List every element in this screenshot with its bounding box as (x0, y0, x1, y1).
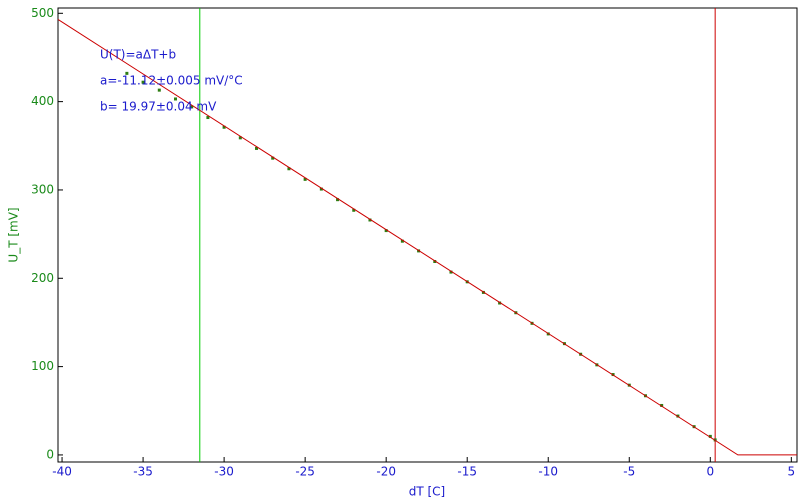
x-tick-label: -35 (133, 465, 153, 479)
data-point (498, 301, 502, 305)
x-tick-label: 0 (706, 465, 714, 479)
y-tick-label: 300 (31, 182, 54, 196)
data-point (222, 125, 226, 129)
x-tick-label: -20 (376, 465, 396, 479)
data-point (141, 80, 145, 84)
fit-annotation: a=-11.12±0.005 mV/°C (100, 74, 243, 88)
y-tick-label: 0 (46, 447, 54, 461)
data-point (433, 259, 437, 263)
x-tick-label: -30 (214, 465, 234, 479)
data-point (255, 146, 259, 150)
data-point (206, 116, 210, 120)
y-tick-label: 200 (31, 271, 54, 285)
data-point (708, 434, 712, 438)
data-point (400, 239, 404, 243)
fit-annotation: U(T)=aΔT+b (100, 48, 176, 62)
data-point (352, 208, 356, 212)
data-point (660, 403, 664, 407)
data-point (190, 105, 194, 109)
y-tick-label: 100 (31, 359, 54, 373)
x-tick-label: -15 (457, 465, 477, 479)
y-tick-label: 500 (31, 6, 54, 20)
x-tick-label: -40 (52, 465, 72, 479)
data-point (287, 167, 291, 171)
data-point (157, 88, 161, 92)
y-axis-label: U_T [mV] (7, 207, 21, 262)
data-point (449, 270, 453, 274)
x-axis-label: dT [C] (409, 485, 446, 499)
data-point (271, 156, 275, 160)
data-point (384, 229, 388, 233)
x-tick-label: 5 (788, 465, 796, 479)
data-point (303, 177, 307, 181)
fit-line (57, 19, 797, 456)
x-tick-label: -5 (623, 465, 635, 479)
data-point (368, 218, 372, 222)
fit-annotation: b= 19.97±0.04 mV (100, 100, 217, 114)
data-point (319, 187, 323, 191)
data-point (336, 198, 340, 202)
data-point (125, 71, 129, 75)
data-point (238, 136, 242, 140)
x-tick-label: -10 (538, 465, 558, 479)
plot-frame (57, 7, 798, 463)
y-tick-label: 400 (31, 94, 54, 108)
data-point (173, 97, 177, 101)
x-tick-label: -25 (295, 465, 315, 479)
